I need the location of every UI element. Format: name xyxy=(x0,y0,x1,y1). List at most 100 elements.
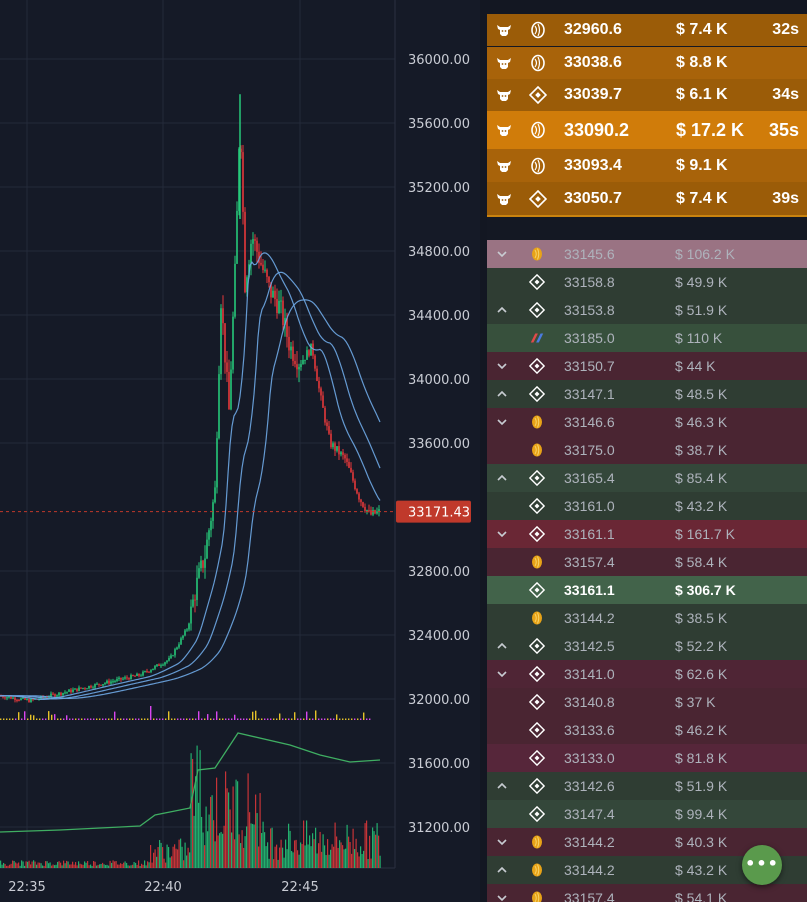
volume-bar xyxy=(199,750,201,868)
volume-bar xyxy=(148,862,150,868)
trade-age: 32s xyxy=(772,21,799,38)
volume-bar xyxy=(144,860,146,868)
trade-row[interactable]: 33157.4 $ 54.1 K xyxy=(487,884,807,902)
volume-bar xyxy=(160,842,162,868)
trade-price: 33147.1 xyxy=(564,386,615,402)
volume-bar xyxy=(316,853,318,868)
volume-bar xyxy=(373,831,375,868)
candle-body xyxy=(194,599,196,601)
trade-row[interactable]: 33161.1 $ 306.7 K xyxy=(487,576,807,604)
trade-row[interactable]: 33150.7 $ 44 K xyxy=(487,352,807,380)
trade-row[interactable]: 33158.8 $ 49.9 K xyxy=(487,268,807,296)
liquidation-bar xyxy=(93,718,95,720)
trade-row[interactable]: 33175.0 $ 38.7 K xyxy=(487,436,807,464)
price-chart[interactable]: 36000.00 35600.00 35200.00 34800.00 34400.00… xyxy=(0,0,487,902)
trade-amount: $ 8.8 K xyxy=(676,54,728,71)
trade-row[interactable]: 33133.6 $ 46.2 K xyxy=(487,716,807,744)
trade-row[interactable]: 33142.6 $ 51.9 K xyxy=(487,772,807,800)
trade-amount: $ 40.3 K xyxy=(675,834,728,850)
liquidation-bar xyxy=(72,718,74,720)
trade-row[interactable]: 33153.8 $ 51.9 K xyxy=(487,296,807,324)
binance-icon xyxy=(528,581,546,599)
trade-row[interactable]: 33161.0 $ 43.2 K xyxy=(487,492,807,520)
volume-bar xyxy=(6,865,8,868)
large-trade-row[interactable]: 32960.6 $ 7.4 K 32s xyxy=(487,14,807,46)
large-trade-row[interactable]: 33038.6 $ 8.8 K xyxy=(487,47,807,79)
large-trade-row[interactable]: 33093.4 $ 9.1 K xyxy=(487,149,807,182)
candle-body xyxy=(102,684,104,686)
volume-bar xyxy=(376,823,378,868)
volume-bar xyxy=(30,864,32,868)
trade-row[interactable]: 33147.1 $ 48.5 K xyxy=(487,380,807,408)
volume-bar xyxy=(57,861,59,868)
candle-body xyxy=(136,673,138,677)
chart-canvas[interactable]: 36000.00 35600.00 35200.00 34800.00 34400.00… xyxy=(0,0,487,902)
volume-bar xyxy=(325,855,327,868)
price-tick-label: 35600.00 xyxy=(408,117,470,132)
trade-row[interactable]: 33185.0 $ 110 K xyxy=(487,324,807,352)
volume-bar xyxy=(375,834,377,868)
volume-bar xyxy=(45,861,47,868)
trade-amount: $ 110 K xyxy=(675,330,723,346)
large-trade-row[interactable]: 33050.7 $ 7.4 K 39s xyxy=(487,182,807,215)
liquidation-bar xyxy=(117,718,119,720)
trade-price: 33157.4 xyxy=(564,554,615,570)
chevron-down-icon xyxy=(497,419,507,426)
trades-panel[interactable]: 32960.6 $ 7.4 K 32s 33038.6 $ 8.8 K 3303… xyxy=(487,0,807,902)
trade-price: 33144.2 xyxy=(564,862,615,878)
candle-body xyxy=(14,697,16,700)
volume-bar xyxy=(27,861,29,868)
candle-body xyxy=(368,510,370,512)
cumulative-delta-line xyxy=(0,732,381,833)
volume-bar xyxy=(205,806,207,868)
candle-body xyxy=(134,675,136,677)
chevron-up-icon xyxy=(497,782,507,789)
trade-row[interactable]: 33140.8 $ 37 K xyxy=(487,688,807,716)
large-trade-row[interactable]: 33090.2 $ 17.2 K 35s xyxy=(487,111,807,149)
trade-row[interactable]: 33146.6 $ 46.3 K xyxy=(487,408,807,436)
large-trade-row[interactable]: 33039.7 $ 6.1 K 34s xyxy=(487,79,807,111)
trade-row[interactable]: 33145.6 $ 106.2 K xyxy=(487,240,807,268)
volume-bar xyxy=(225,771,227,868)
volume-bar xyxy=(22,861,24,868)
volume-bar xyxy=(19,865,21,868)
volume-bar xyxy=(21,860,23,868)
bull-icon xyxy=(497,125,511,136)
volume-bar xyxy=(306,820,308,868)
candle-body xyxy=(222,308,224,324)
volume-bar xyxy=(43,865,45,868)
trade-row[interactable]: 33157.4 $ 58.4 K xyxy=(487,548,807,576)
volume-bar xyxy=(186,855,188,868)
candle-body xyxy=(224,323,226,363)
volume-bar xyxy=(342,845,344,868)
trade-row[interactable]: 33144.2 $ 38.5 K xyxy=(487,604,807,632)
volume-bar xyxy=(84,861,86,868)
candle-body xyxy=(278,300,280,314)
more-options-button[interactable]: ••• xyxy=(742,845,782,885)
trade-price: 33165.4 xyxy=(564,470,615,486)
volume-bar xyxy=(244,836,246,868)
candle-body xyxy=(186,629,188,631)
trade-row[interactable]: 33141.0 $ 62.6 K xyxy=(487,660,807,688)
volume-bar xyxy=(34,861,36,868)
bull-icon xyxy=(497,193,511,205)
volume-bar xyxy=(159,840,161,868)
trade-row[interactable]: 33161.1 $ 161.7 K xyxy=(487,520,807,548)
trade-row[interactable]: 33133.0 $ 81.8 K xyxy=(487,744,807,772)
volume-bar xyxy=(181,846,183,868)
trade-row[interactable]: 33165.4 $ 85.4 K xyxy=(487,464,807,492)
trade-price: 33141.0 xyxy=(564,666,615,682)
liquidation-bar xyxy=(51,714,53,720)
candle-body xyxy=(240,148,242,153)
volume-bar xyxy=(339,840,341,868)
candle-body xyxy=(268,276,270,283)
candle-body xyxy=(174,649,176,656)
candle-body xyxy=(150,670,152,672)
trade-row[interactable]: 33147.4 $ 99.4 K xyxy=(487,800,807,828)
candle-body xyxy=(294,360,296,365)
trade-row[interactable]: 33142.5 $ 52.2 K xyxy=(487,632,807,660)
trade-amount: $ 6.1 K xyxy=(676,86,728,103)
binance-icon xyxy=(528,273,546,291)
candle-body xyxy=(172,655,174,657)
volume-bar xyxy=(277,859,279,868)
